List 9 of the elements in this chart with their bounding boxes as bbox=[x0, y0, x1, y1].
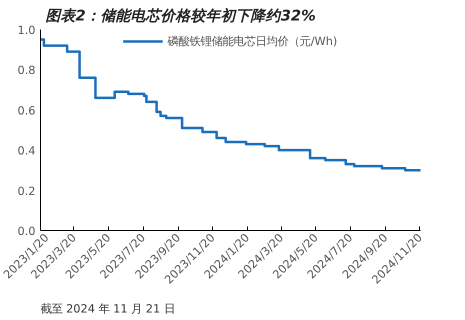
y-tick-label: 0.2 bbox=[17, 184, 36, 198]
text: 截至 2024 年 11 月 21 日 bbox=[40, 302, 175, 316]
y-tick-label: 0.0 bbox=[17, 224, 36, 238]
y-tick-label: 0.6 bbox=[17, 103, 36, 118]
chart-title: 图表2：储能电芯价格较年初下降约32% bbox=[46, 8, 316, 24]
y-tick-label: 0.8 bbox=[17, 63, 36, 78]
legend-label: 磷酸铁锂储能电芯日均价（元/Wh) bbox=[168, 34, 338, 48]
y-tick-label: 0.4 bbox=[17, 144, 36, 158]
y-tick-label: 1.0 bbox=[17, 23, 36, 37]
